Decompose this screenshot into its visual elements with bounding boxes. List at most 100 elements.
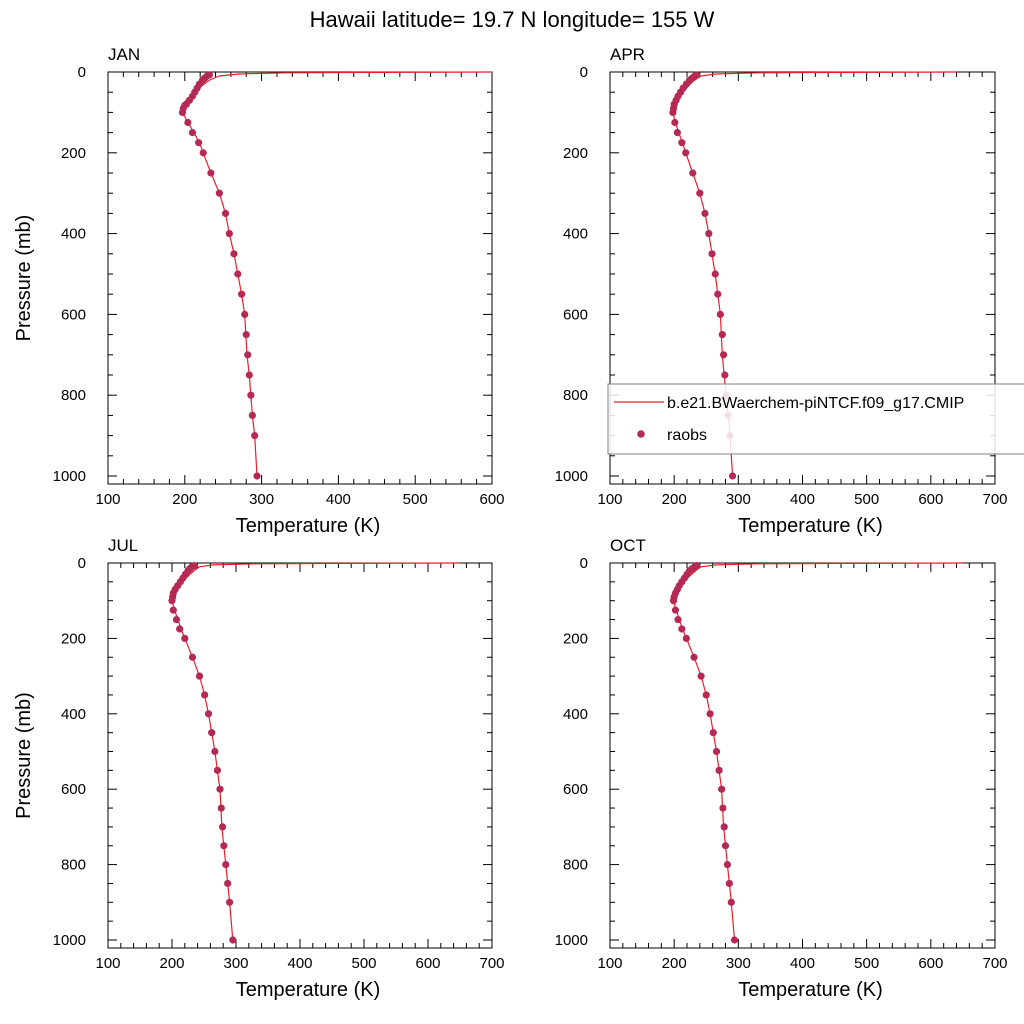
x-tick-label: 600 bbox=[918, 491, 943, 508]
x-tick-label: 600 bbox=[479, 491, 504, 508]
model-profile-line bbox=[181, 71, 493, 477]
raobs-point bbox=[168, 597, 176, 605]
raobs-point bbox=[221, 209, 230, 217]
x-tick-label: 100 bbox=[95, 955, 120, 972]
raobs-point bbox=[226, 898, 234, 906]
raobs-point bbox=[697, 672, 705, 680]
panel-apr: APR 100 200 300 400 500 600 700 0 200 400 600 800 100… bbox=[555, 45, 1008, 537]
panel-title: APR bbox=[610, 45, 645, 64]
raobs-point bbox=[208, 729, 216, 737]
x-tick-label: 300 bbox=[726, 491, 751, 508]
y-tick-label: 600 bbox=[61, 306, 86, 323]
y-tick-label: 400 bbox=[61, 226, 86, 243]
raobs-point bbox=[669, 108, 677, 116]
raobs-point bbox=[238, 290, 246, 298]
raobs-point bbox=[234, 270, 242, 278]
raobs-point bbox=[721, 842, 730, 850]
y-tick-label: 400 bbox=[61, 706, 86, 723]
raobs-point bbox=[172, 615, 181, 624]
x-axis-title: Temperature (K) bbox=[738, 979, 883, 1001]
raobs-point bbox=[671, 118, 679, 127]
raobs-point bbox=[669, 597, 678, 605]
raobs-point bbox=[678, 139, 686, 147]
x-tick-label: 300 bbox=[726, 955, 751, 972]
x-tick-label: 500 bbox=[854, 491, 879, 508]
raobs-point bbox=[245, 371, 253, 379]
raobs-point bbox=[224, 879, 232, 888]
raobs-point bbox=[720, 823, 728, 831]
raobs-point bbox=[714, 290, 722, 298]
raobs-point bbox=[719, 804, 727, 812]
raobs-point bbox=[188, 129, 197, 137]
raobs-point bbox=[682, 149, 690, 157]
raobs-point bbox=[723, 861, 732, 869]
x-tick-label: 100 bbox=[597, 955, 622, 972]
x-tick-label: 700 bbox=[982, 955, 1007, 972]
raobs-point bbox=[201, 691, 209, 699]
y-tick-label: 800 bbox=[61, 857, 86, 874]
raobs-point bbox=[244, 351, 252, 359]
raobs-point bbox=[213, 766, 222, 774]
panel-title: OCT bbox=[610, 536, 646, 555]
x-tick-label: 400 bbox=[790, 491, 815, 508]
raobs-point bbox=[718, 785, 726, 793]
y-tick-label: 600 bbox=[61, 781, 86, 798]
raobs-point bbox=[711, 270, 719, 278]
y-tick-label: 800 bbox=[563, 857, 588, 874]
raobs-point bbox=[184, 118, 192, 127]
raobs-point bbox=[682, 634, 690, 643]
y-tick-label: 200 bbox=[61, 145, 86, 162]
y-tick-label: 1000 bbox=[555, 932, 588, 949]
raobs-point bbox=[253, 472, 261, 480]
y-tick-label: 0 bbox=[580, 64, 588, 81]
legend-box bbox=[607, 383, 1024, 455]
x-tick-label: 400 bbox=[790, 955, 815, 972]
plot-frame bbox=[107, 562, 493, 949]
raobs-point bbox=[678, 625, 686, 633]
raobs-point bbox=[715, 766, 723, 774]
x-tick-label: 600 bbox=[415, 955, 440, 972]
raobs-point bbox=[689, 169, 697, 177]
raobs-point bbox=[204, 710, 213, 718]
y-tick-label: 0 bbox=[580, 555, 588, 572]
raobs-point bbox=[719, 351, 728, 359]
x-axis-title: Temperature (K) bbox=[236, 515, 381, 537]
legend-marker-swatch bbox=[637, 430, 645, 438]
raobs-point bbox=[725, 879, 733, 888]
y-tick-label: 800 bbox=[563, 387, 588, 404]
raobs-point bbox=[207, 169, 215, 177]
x-tick-label: 200 bbox=[159, 955, 184, 972]
raobs-point bbox=[708, 250, 716, 258]
raobs-point bbox=[728, 472, 737, 480]
raobs-point bbox=[674, 615, 682, 624]
raobs-point bbox=[222, 861, 230, 869]
x-tick-label: 400 bbox=[287, 955, 312, 972]
panel-oct: OCT 100 200 300 400 500 600 700 0 200 400 600 800 100… bbox=[555, 536, 1008, 1001]
raobs-point bbox=[178, 108, 187, 116]
raobs-point bbox=[181, 634, 189, 643]
y-tick-label: 800 bbox=[61, 387, 86, 404]
y-tick-label: 0 bbox=[78, 64, 86, 81]
y-tick-label: 400 bbox=[563, 706, 588, 723]
raobs-point bbox=[706, 710, 714, 718]
y-tick-label: 0 bbox=[78, 555, 86, 572]
x-axis-title: Temperature (K) bbox=[236, 979, 381, 1001]
x-tick-label: 700 bbox=[479, 955, 504, 972]
raobs-point bbox=[702, 691, 710, 699]
raobs-point bbox=[220, 842, 228, 850]
raobs-point bbox=[176, 625, 184, 633]
raobs-point bbox=[673, 129, 681, 137]
y-tick-label: 600 bbox=[563, 781, 588, 798]
raobs-point bbox=[169, 606, 177, 614]
raobs-point bbox=[199, 149, 207, 157]
x-tick-label: 600 bbox=[918, 955, 943, 972]
panel-title: JAN bbox=[108, 45, 140, 64]
raobs-point bbox=[696, 189, 704, 197]
x-tick-label: 300 bbox=[249, 491, 274, 508]
raobs-point bbox=[247, 391, 255, 399]
plot-frame bbox=[609, 562, 996, 949]
raobs-point bbox=[218, 823, 227, 831]
